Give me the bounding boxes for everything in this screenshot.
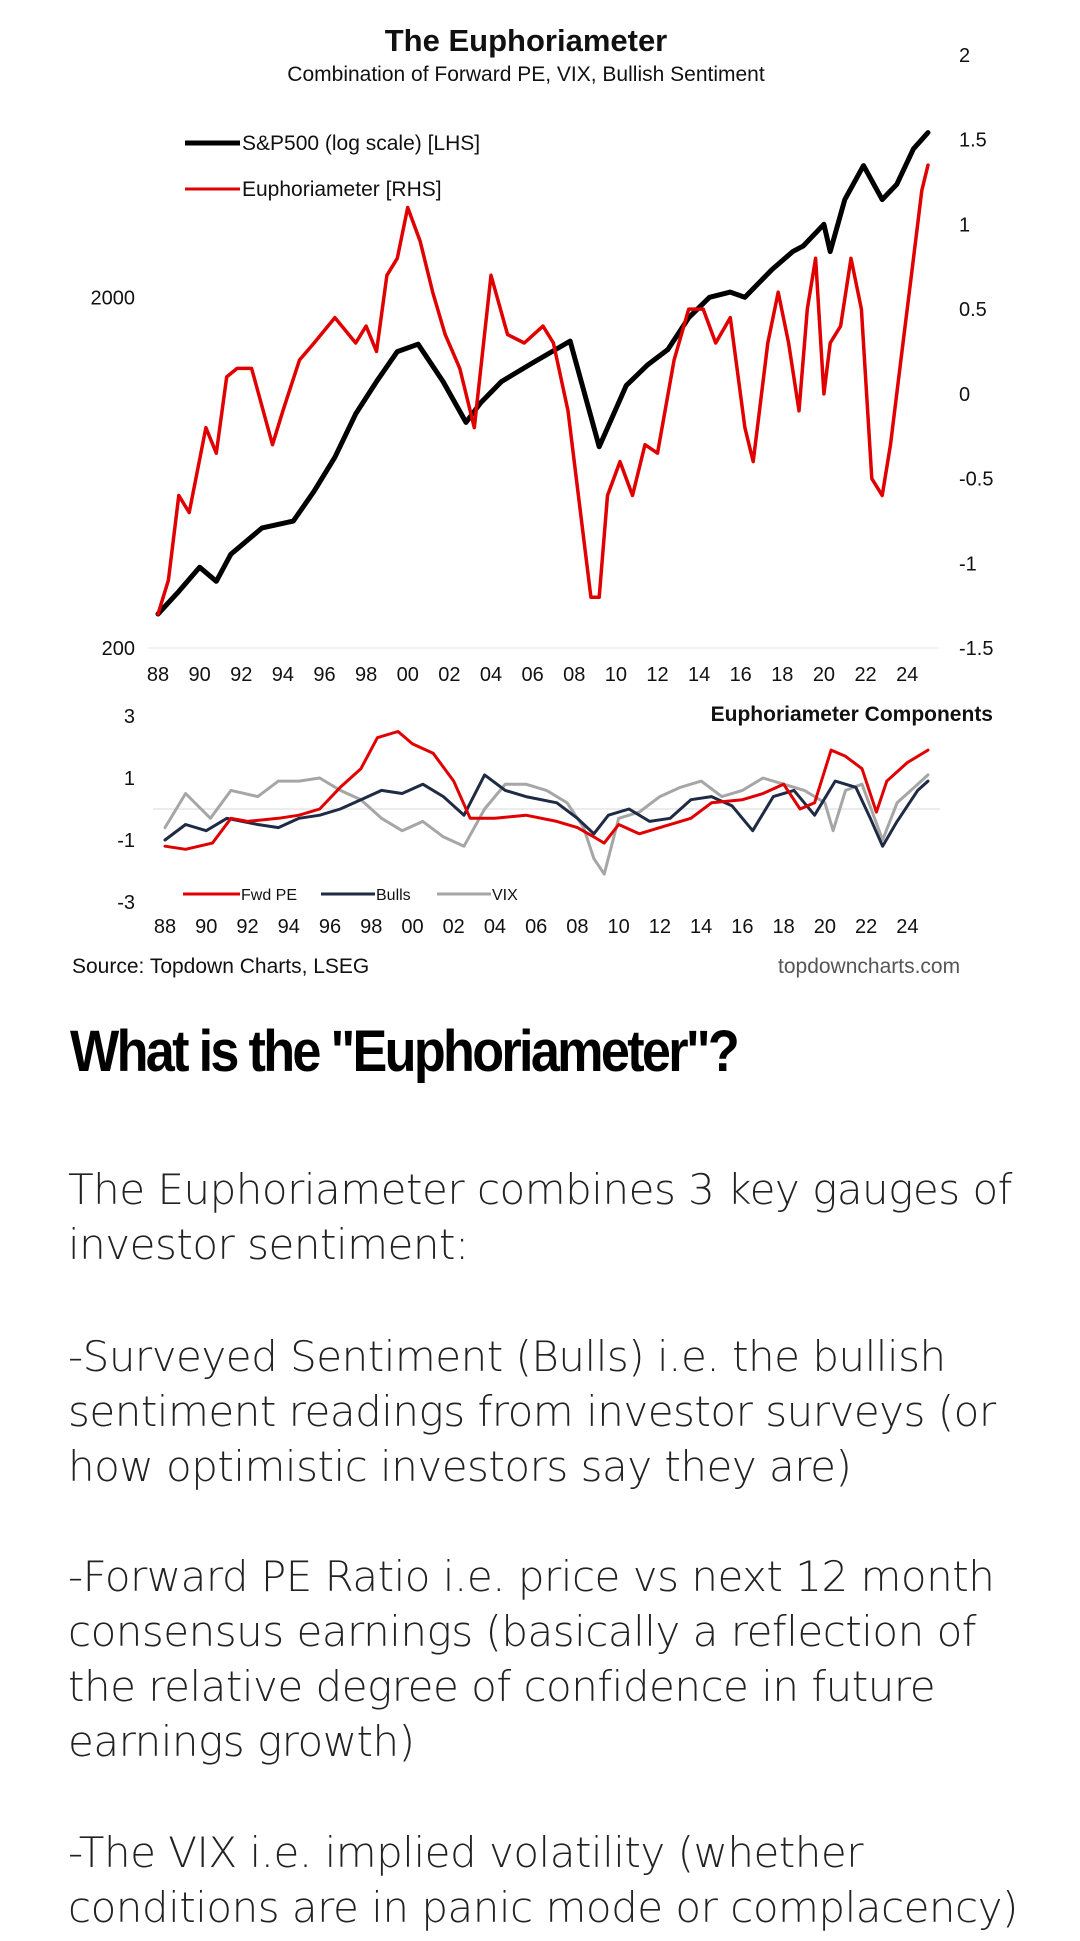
main-chart-subtitle: Combination of Forward PE, VIX, Bullish … [287,63,765,86]
components-x-tick-92: 92 [236,916,258,938]
left-tick-200: 200 [102,638,135,660]
x-tick-96: 96 [313,664,335,686]
right-tick-minus-1-5: -1.5 [959,638,993,660]
x-tick-98: 98 [355,664,377,686]
components-line-fwd-pe [163,730,930,851]
x-tick-18: 18 [771,664,793,686]
legend-label-fwd-pe: Fwd PE [241,887,297,904]
x-tick-02: 02 [438,664,460,686]
source-website: topdowncharts.com [778,955,961,978]
left-tick-2000: 2000 [91,287,136,309]
right-tick-0-5: 0.5 [959,299,987,321]
x-tick-24: 24 [896,664,918,686]
x-tick-00: 00 [397,664,419,686]
right-tick-minus-0-5: -0.5 [959,469,993,491]
series-line-euphoriameter [156,163,930,616]
components-x-tick-00: 00 [401,916,423,938]
components-x-tick-98: 98 [360,916,382,938]
components-x-tick-06: 06 [525,916,547,938]
x-tick-22: 22 [854,664,876,686]
legend-label-euphoriameter: Euphoriameter [RHS] [242,178,442,201]
legend-label-bulls: Bulls [376,887,411,904]
main-chart-series [155,130,931,617]
components-x-tick-14: 14 [690,916,712,938]
components-chart-title: Euphoriameter Components [711,703,993,726]
right-tick-minus-1: -1 [959,553,977,575]
x-tick-04: 04 [480,664,502,686]
components-y-tick-minus-3: -3 [117,892,135,914]
components-x-tick-20: 20 [814,916,836,938]
components-x-tick-94: 94 [278,916,300,938]
components-x-tick-04: 04 [484,916,506,938]
components-x-tick-08: 08 [566,916,588,938]
components-y-tick-minus-1: -1 [117,830,135,852]
components-x-tick-12: 12 [649,916,671,938]
legend-label-vix: VIX [492,887,518,904]
components-x-tick-02: 02 [443,916,465,938]
components-line-bulls [163,773,930,848]
euphoriameter-components-chart: Euphoriameter Components 3 1 -1 -3 88 90 92 94… [117,703,993,938]
source-note: Source: Topdown Charts, LSEG [72,955,370,978]
x-tick-90: 90 [188,664,210,686]
article-intro: The Euphoriameter combines 3 key gauges … [68,1165,1012,1269]
x-tick-12: 12 [646,664,668,686]
main-chart-title: The Euphoriameter [385,23,668,58]
left-axis-ticks: 200 2000 [91,287,136,660]
components-x-tick-24: 24 [896,916,918,938]
right-tick-1: 1 [959,214,970,236]
x-tick-06: 06 [521,664,543,686]
components-x-tick-88: 88 [154,916,176,938]
components-line-vix [163,773,930,876]
components-x-tick-16: 16 [731,916,753,938]
right-tick-0: 0 [959,384,970,406]
right-tick-1-5: 1.5 [959,130,987,152]
article-point-forward-pe: -Forward PE Ratio i.e. price vs next 12 … [68,1552,995,1766]
article-heading: What is the "Euphoriameter"? [70,1019,740,1084]
components-series [163,730,930,876]
x-tick-88: 88 [147,664,169,686]
main-chart-legend: S&P500 (log scale) [LHS] Euphoriameter [… [185,132,480,201]
right-tick-2: 2 [959,45,970,67]
x-tick-16: 16 [730,664,752,686]
x-axis-ticks: 88 90 92 94 96 98 00 02 04 06 08 10 12 14 16 18 20 22 24 [147,664,918,686]
x-tick-14: 14 [688,664,710,686]
article-point-bulls: -Surveyed Sentiment (Bulls) i.e. the bul… [68,1332,996,1491]
euphoriameter-main-chart: The Euphoriameter Combination of Forward… [91,23,994,686]
components-x-ticks: 88 90 92 94 96 98 00 02 04 06 08 10 12 14 16 18 20 22 24 [154,916,919,938]
components-y-tick-1: 1 [124,768,135,790]
x-tick-94: 94 [272,664,294,686]
components-y-ticks: 3 1 -1 -3 [117,706,135,914]
components-x-tick-18: 18 [773,916,795,938]
components-x-tick-90: 90 [195,916,217,938]
x-tick-92: 92 [230,664,252,686]
x-tick-10: 10 [605,664,627,686]
legend-label-sp500: S&P500 (log scale) [LHS] [242,132,480,155]
components-x-tick-22: 22 [855,916,877,938]
components-x-tick-10: 10 [608,916,630,938]
x-tick-20: 20 [813,664,835,686]
components-x-tick-96: 96 [319,916,341,938]
article-point-vix: -The VIX i.e. implied volatility (whethe… [68,1828,1018,1932]
components-legend: Fwd PE Bulls VIX [183,887,518,904]
right-axis-ticks: 2 1.5 1 0.5 0 -0.5 -1 -1.5 [959,45,993,660]
series-line-s-p500 [155,130,931,617]
components-y-tick-3: 3 [124,706,135,728]
x-tick-08: 08 [563,664,585,686]
